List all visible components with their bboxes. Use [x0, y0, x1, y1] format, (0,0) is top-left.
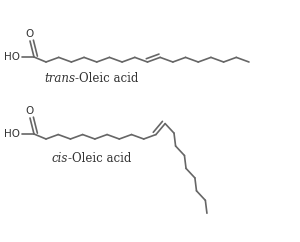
Text: cis: cis [52, 152, 68, 166]
Text: HO: HO [4, 129, 20, 139]
Text: trans: trans [44, 73, 75, 85]
Text: -Oleic acid: -Oleic acid [75, 73, 138, 85]
Text: O: O [26, 29, 34, 39]
Text: O: O [26, 106, 34, 116]
Text: -Oleic acid: -Oleic acid [68, 152, 131, 166]
Text: HO: HO [4, 52, 20, 62]
